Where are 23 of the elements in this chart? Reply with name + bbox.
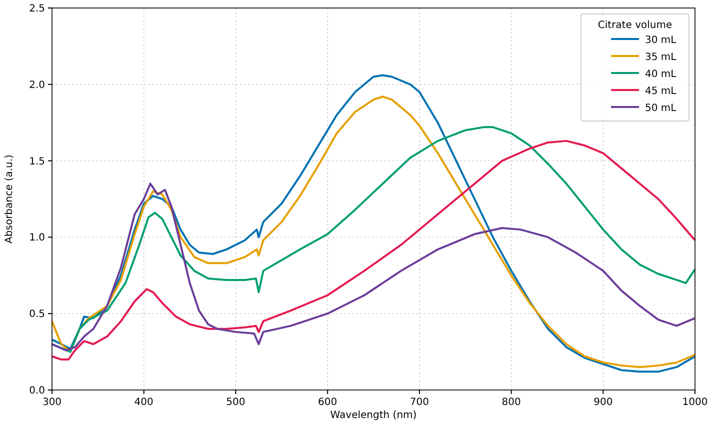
x-axis-title: Wavelength (nm) xyxy=(330,410,417,421)
legend-title: Citrate volume xyxy=(598,20,672,31)
y-axis-title: Absorbance (a.u.) xyxy=(4,154,15,244)
x-tick-label: 700 xyxy=(410,397,429,408)
line-series xyxy=(51,182,696,352)
y-tick-label: 1.0 xyxy=(29,232,45,244)
x-tick-label: 400 xyxy=(134,397,154,408)
y-tick-label: 0.5 xyxy=(29,309,45,320)
legend-label: 50 mL xyxy=(645,103,677,114)
x-tick-label: 900 xyxy=(594,397,613,408)
y-tick-label: 2.5 xyxy=(29,4,45,14)
x-tick-label: 300 xyxy=(42,397,62,408)
x-tick-label: 500 xyxy=(226,397,246,408)
legend-label: 40 mL xyxy=(645,69,677,80)
y-tick-label: 0.0 xyxy=(29,386,45,396)
x-tick-label: 800 xyxy=(502,397,521,408)
legend-label: 35 mL xyxy=(645,52,677,63)
legend-label: 30 mL xyxy=(645,35,677,46)
y-tick-label: 2.0 xyxy=(29,80,45,91)
legend-label: 45 mL xyxy=(645,86,677,97)
y-tick-label: 1.5 xyxy=(29,156,45,168)
x-tick-label: 600 xyxy=(318,397,338,408)
x-tick-label: 1000 xyxy=(682,397,708,408)
